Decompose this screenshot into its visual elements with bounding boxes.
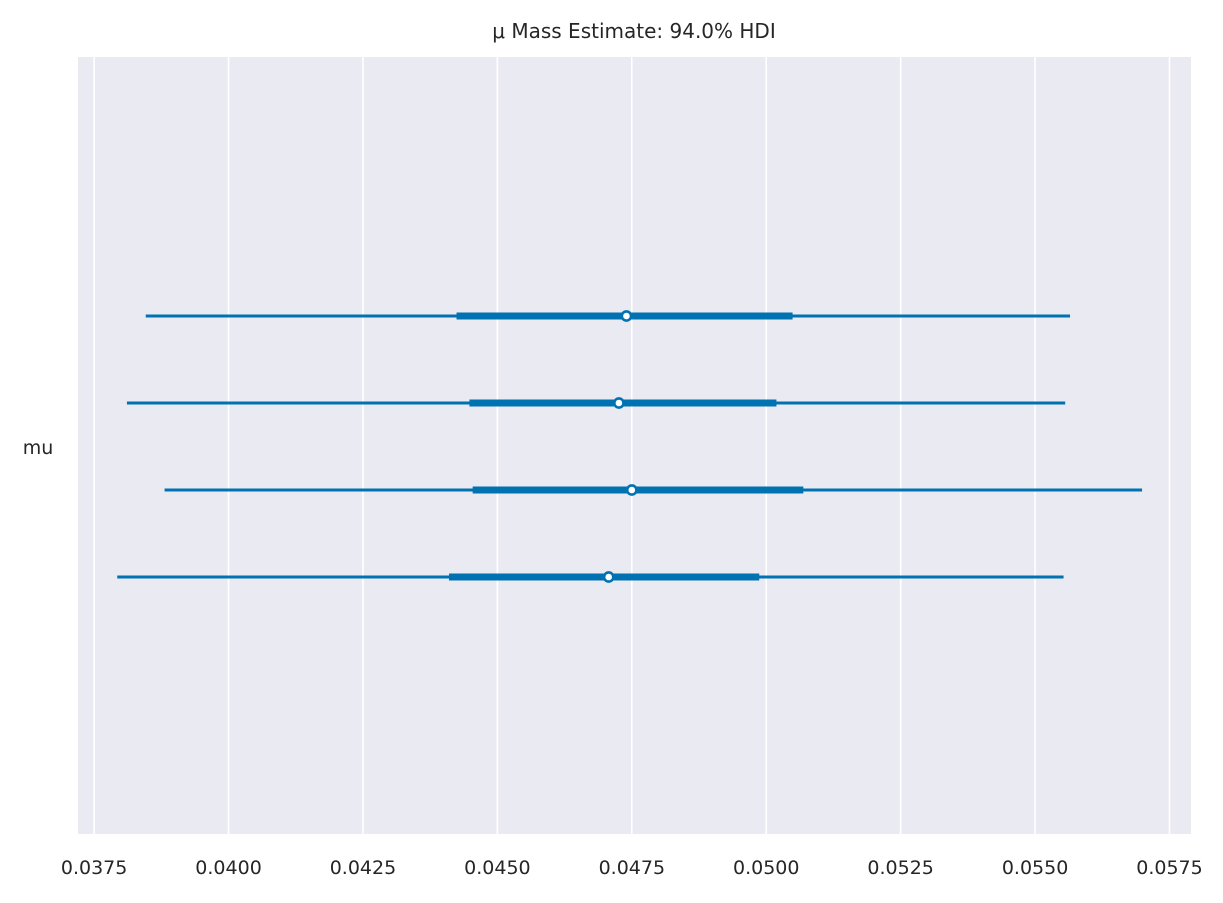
chain-interval [164, 484, 1143, 496]
gridlines [93, 57, 1171, 834]
median-point [620, 310, 633, 322]
x-tick-label: 0.0575 [1136, 857, 1202, 879]
chain-interval [145, 310, 1071, 322]
x-tick-label: 0.0500 [733, 857, 799, 879]
x-tick-label: 0.0400 [195, 857, 261, 879]
hdi-intervals [117, 310, 1143, 583]
x-tick-label: 0.0375 [61, 857, 127, 879]
x-tick-label: 0.0425 [330, 857, 396, 879]
chain-interval [126, 397, 1066, 409]
chart-title: μ Mass Estimate: 94.0% HDI [492, 19, 775, 43]
median-point [613, 397, 625, 409]
x-axis-ticks: 0.0375 0.0400 0.0425 0.0450 0.0475 0.0500 0.05… [61, 857, 1203, 879]
x-tick-label: 0.0450 [464, 857, 530, 879]
median-point [602, 571, 615, 583]
plot-area [78, 57, 1191, 834]
x-tick-label: 0.0550 [1002, 857, 1068, 879]
y-axis-label: mu [23, 437, 54, 459]
chain-interval [117, 571, 1064, 583]
median-point [625, 484, 638, 496]
x-tick-label: 0.0475 [599, 857, 665, 879]
x-tick-label: 0.0525 [867, 857, 933, 879]
